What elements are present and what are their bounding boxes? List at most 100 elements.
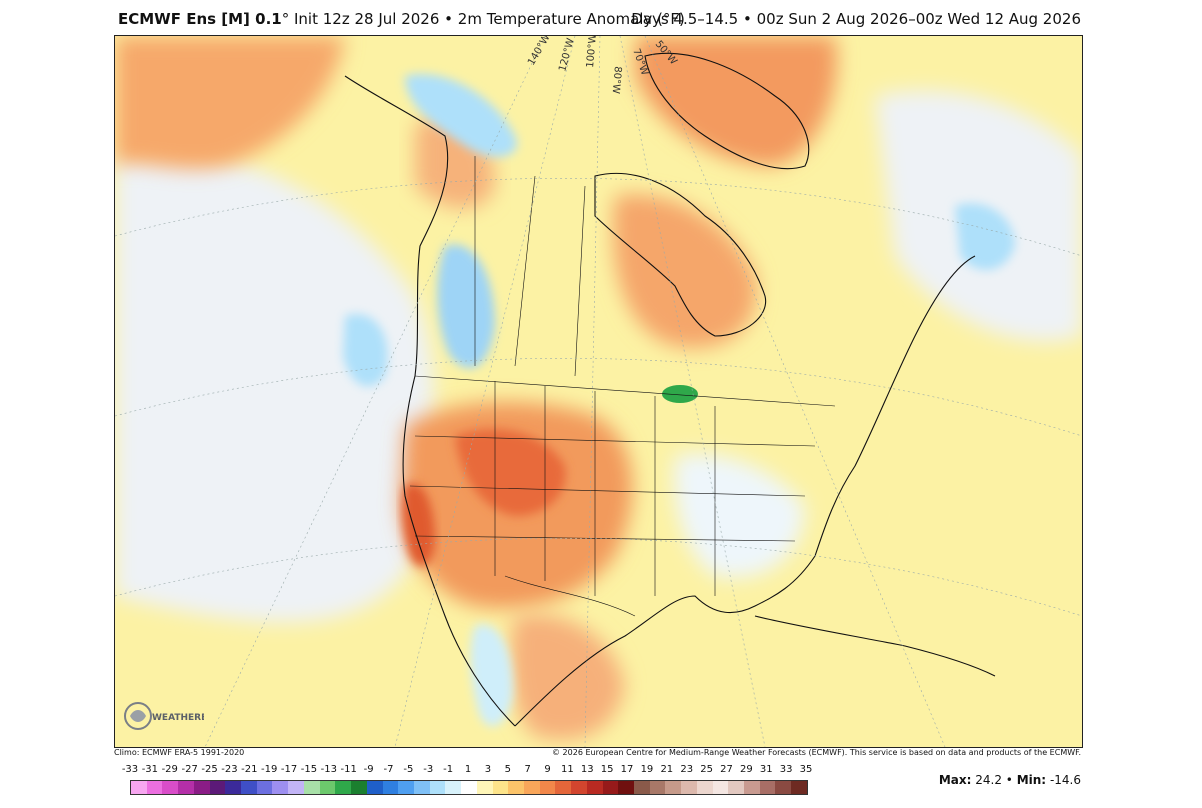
legend-tick-label: 23 — [680, 764, 694, 775]
model-name: ECMWF Ens [M] 0.1 — [118, 10, 282, 28]
legend-tick-label: -5 — [403, 764, 414, 775]
legend-swatch — [555, 781, 572, 794]
legend-tick-label: 15 — [600, 764, 614, 775]
pacific-coastline — [344, 75, 516, 727]
warm-greenland — [635, 36, 837, 166]
bullet-separator-2: • — [742, 10, 752, 28]
state-lines-ew — [409, 435, 816, 542]
cool-british-columbia — [437, 244, 495, 369]
legend-swatch — [665, 781, 682, 794]
legend-tick-label: 7 — [524, 764, 531, 775]
legend-tick-label: -1 — [443, 764, 454, 775]
borders — [409, 156, 836, 617]
logo-mark: WEATHERBELL — [124, 702, 226, 730]
legend-swatch — [791, 781, 807, 794]
cool-beaufort — [405, 74, 517, 157]
hudson-bay — [594, 172, 767, 337]
days-range: Days 4.5–14.5 — [631, 10, 739, 28]
legend-swatch — [382, 781, 399, 794]
graticule-lon-1 — [204, 36, 546, 747]
max-label: Max: — [938, 773, 972, 787]
variable-name: 2m Temperature Anomaly (°F) — [457, 10, 685, 28]
legend-swatch — [162, 781, 179, 794]
legend-tick-label: 21 — [660, 764, 674, 775]
graticule-lon-4 — [619, 36, 766, 747]
legend-tick-label: -9 — [363, 764, 374, 775]
legend-tick-label: -3 — [423, 764, 434, 775]
state-lines-ns — [494, 381, 716, 596]
lon-label-80w: 80°W — [610, 66, 623, 95]
chart-title: ECMWF Ens [M] 0.1° Init 12z 28 Jul 2026 … — [118, 10, 685, 28]
legend-swatch — [586, 781, 603, 794]
warm-california — [402, 483, 435, 567]
max-min-readout: Max: 24.2 • Min: -14.6 — [939, 773, 1081, 787]
legend-swatch — [398, 781, 414, 794]
logo-text: WEATHERBELL — [152, 713, 204, 723]
legend-tick-label: -29 — [161, 764, 178, 775]
max-value: 24.2 — [975, 773, 1002, 787]
legend-swatch — [288, 781, 304, 794]
legend-swatch — [146, 781, 163, 794]
weatherbell-logo: WEATHERBELL — [122, 696, 226, 736]
warm-mexico — [510, 614, 625, 740]
cold-lake-superior — [662, 385, 698, 403]
legend-tick-label: -19 — [261, 764, 278, 775]
legend-tick-label: 27 — [720, 764, 733, 775]
legend-tick-label: 33 — [779, 764, 793, 775]
legend-swatch — [429, 781, 446, 794]
legend-tick-label: -7 — [383, 764, 394, 775]
us-canada-border — [414, 375, 836, 407]
graticule-lon-2 — [394, 36, 576, 747]
graticule-lon-3 — [584, 36, 601, 747]
legend-tick-label: 35 — [799, 764, 813, 775]
legend-swatch — [256, 781, 273, 794]
cool-baja — [470, 624, 514, 727]
legend-swatch — [775, 781, 792, 794]
legend-swatch — [571, 781, 587, 794]
legend-tick-label: -31 — [141, 764, 159, 775]
legend-swatch — [178, 781, 194, 794]
coastlines — [344, 52, 996, 727]
legend-tick-label: 29 — [739, 764, 753, 775]
legend-swatch — [476, 781, 493, 794]
max-min-separator: • — [1005, 773, 1013, 787]
legend-swatch — [539, 781, 556, 794]
atlantic-coastline — [514, 255, 976, 727]
legend-tick-label: -15 — [300, 764, 318, 775]
legend-swatch — [241, 781, 257, 794]
legend-swatch — [681, 781, 697, 794]
legend-tick-label: -25 — [201, 764, 218, 775]
degree-symbol: ° — [281, 10, 290, 28]
init-time: Init 12z 28 Jul 2026 — [294, 10, 440, 28]
warm-rockies — [455, 429, 566, 516]
legend-swatch — [492, 781, 509, 794]
legend-tick-label: -27 — [181, 764, 198, 775]
legend-tick-label: 19 — [640, 764, 654, 775]
legend-swatch — [366, 781, 383, 794]
legend-tick-label: -33 — [121, 764, 139, 775]
legend-tick-label: 5 — [504, 764, 511, 775]
legend-tick-label: -11 — [340, 764, 357, 775]
warm-hudson — [613, 194, 757, 348]
legend-tick-label: -23 — [221, 764, 238, 775]
graticule — [115, 36, 1082, 747]
legend-swatch — [461, 781, 477, 794]
legend-swatch — [618, 781, 634, 794]
legend-swatch — [272, 781, 289, 794]
legend-tick-label: 3 — [484, 764, 492, 775]
neutral-pacific — [115, 152, 434, 623]
legend-swatch — [744, 781, 760, 794]
legend-swatch — [131, 781, 147, 794]
cool-north-atlantic — [955, 203, 1015, 270]
legend-tick-label: 13 — [580, 764, 594, 775]
lon-label-100w: 100°W — [585, 36, 599, 68]
legend-swatch — [508, 781, 524, 794]
min-value: -14.6 — [1049, 773, 1081, 787]
legend-swatch — [602, 781, 619, 794]
cool-southeast-us — [674, 453, 805, 578]
legend-tick-label: -21 — [241, 764, 258, 775]
min-label: Min: — [1016, 773, 1047, 787]
map-canvas: 140°W 120°W 100°W 80°W 70°W 50°W — [115, 36, 1082, 747]
legend-swatch — [696, 781, 713, 794]
us-mexico-border — [504, 575, 636, 617]
